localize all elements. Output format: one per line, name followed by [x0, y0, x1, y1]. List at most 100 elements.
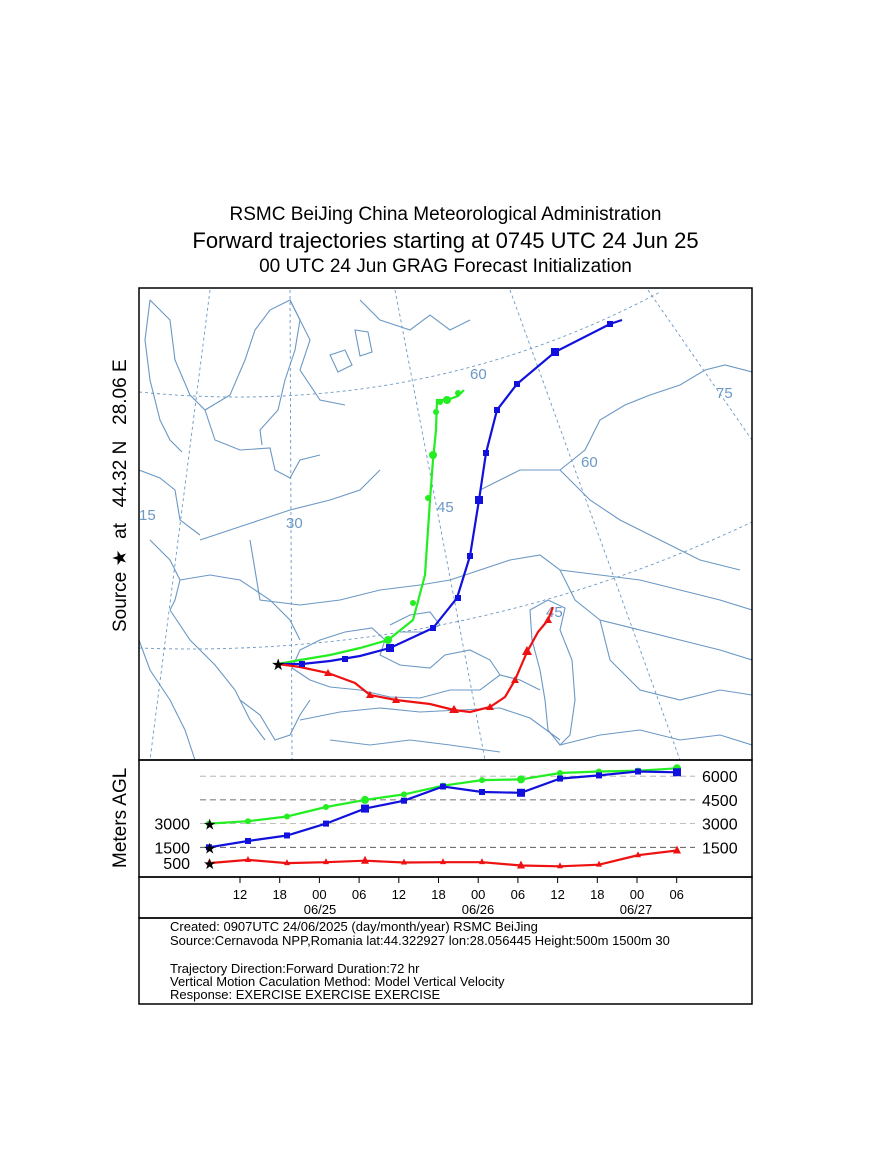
left-tick-label: 1500 [154, 840, 190, 857]
height-point [206, 820, 212, 827]
map-marker-green-6 [437, 399, 443, 405]
height-point [479, 777, 485, 784]
map-marker-blue-2 [342, 656, 348, 662]
coast-norway [144, 299, 183, 453]
height-point [673, 845, 681, 854]
graticule-lat-60 [139, 291, 661, 398]
height-point [361, 804, 369, 813]
height-point [245, 818, 251, 825]
map-marker-blue-12 [607, 321, 613, 327]
map-marker-green-2 [410, 600, 416, 606]
height-point [479, 858, 485, 865]
height-point [361, 795, 369, 804]
right-tick-label: 4500 [702, 793, 738, 810]
height-point [596, 860, 602, 867]
map-markers [299, 321, 613, 713]
height-plot: ★★★ [203, 764, 681, 873]
map-graticule [139, 289, 752, 760]
border-iran [559, 729, 752, 746]
time-tick-label: 12 [392, 887, 406, 902]
lake-ladoga [329, 349, 353, 373]
map-coastlines [139, 299, 752, 760]
grid-label-lat60: 60 [470, 366, 487, 383]
time-tick-label: 06 [669, 887, 683, 902]
height-point [206, 859, 212, 866]
map-marker-green-5 [433, 409, 439, 415]
height-source-star-icon: ★ [203, 816, 216, 834]
border-europe-1 [199, 469, 381, 541]
map-marker-blue-4 [430, 625, 436, 631]
height-point [323, 804, 329, 811]
height-point [517, 860, 525, 869]
height-point [401, 858, 407, 865]
map-marker-blue-7 [475, 496, 483, 504]
height-source-star-icon: ★ [203, 855, 216, 873]
border-kazakh [559, 569, 752, 661]
river-russia [479, 469, 741, 571]
time-tick-label: 18 [431, 887, 445, 902]
height-guide-lines [200, 775, 695, 848]
height-point [401, 791, 407, 798]
height-point [361, 855, 369, 864]
time-tick-label: 00 [630, 887, 644, 902]
map-traj-blue [278, 318, 623, 666]
height-point [401, 797, 407, 804]
map-marker-blue-6 [467, 553, 473, 559]
right-tick-label: 1500 [702, 840, 738, 857]
title-init: 00 UTC 24 Jun GRAG Forecast Initializati… [259, 256, 632, 277]
height-point [479, 789, 485, 795]
graticule-lon-60 [509, 289, 681, 760]
time-tick-label: 12 [550, 887, 564, 902]
map-marker-green-8 [455, 390, 461, 396]
map-marker-red-4 [449, 705, 459, 713]
map-panel: 60 45 30 60 75 15 45 [139, 289, 752, 760]
left-tick-label: 500 [163, 856, 190, 873]
height-point [440, 858, 446, 865]
height-panel-frame [138, 759, 753, 878]
info-panel-frame [138, 917, 753, 1005]
info-direction: Trajectory Direction:Forward Duration:72… [170, 961, 420, 976]
grid-label-lon60: 60 [581, 454, 598, 471]
height-point [323, 820, 329, 827]
coast-baltic [204, 409, 321, 479]
height-point [517, 775, 525, 784]
grid-label-lon75: 75 [716, 385, 733, 402]
height-point [284, 813, 290, 820]
coast-azov [389, 611, 441, 633]
map-marker-red-8 [544, 616, 552, 623]
map-traj-red [277, 606, 555, 714]
map-marker-blue-10 [514, 381, 520, 387]
date-label: 06/27 [620, 902, 653, 917]
coast-greece [239, 699, 311, 741]
height-point [206, 844, 212, 851]
info-response: Response: EXERCISE EXERCISE EXERCISE [170, 987, 441, 1002]
time-tick-label: 06 [511, 887, 525, 902]
height-ylabel: Meters AGL [110, 768, 131, 868]
height-point [557, 770, 563, 777]
time-axis: 12 18 00 06 12 18 00 06 12 18 00 06 06/25 06/26 06/27 [233, 877, 684, 917]
coast-blacksea [291, 627, 501, 699]
map-marker-red-7 [522, 646, 532, 655]
time-tick-label: 18 [590, 887, 604, 902]
date-label: 06/26 [462, 902, 495, 917]
border-caucasus [499, 674, 541, 691]
border-russia [419, 554, 752, 611]
time-tick-label: 12 [233, 887, 247, 902]
coast-adriatic [169, 609, 266, 741]
graticule-lon-45 [394, 289, 486, 760]
map-marker-blue-5 [455, 595, 461, 601]
map-trajectories [277, 318, 623, 714]
map-marker-green-3 [425, 495, 431, 501]
right-tick-label: 6000 [702, 769, 738, 786]
height-source-star-icon: ★ [203, 839, 216, 857]
border-europe-3 [249, 539, 421, 606]
coast-northsea [139, 469, 201, 536]
right-tick-label: 3000 [702, 817, 738, 834]
lake-onega [354, 329, 373, 357]
border-central-asia [599, 619, 752, 701]
map-marker-blue-9 [494, 407, 500, 413]
height-point [284, 832, 290, 839]
coast-scandinavia [149, 299, 301, 446]
height-point [245, 837, 251, 844]
